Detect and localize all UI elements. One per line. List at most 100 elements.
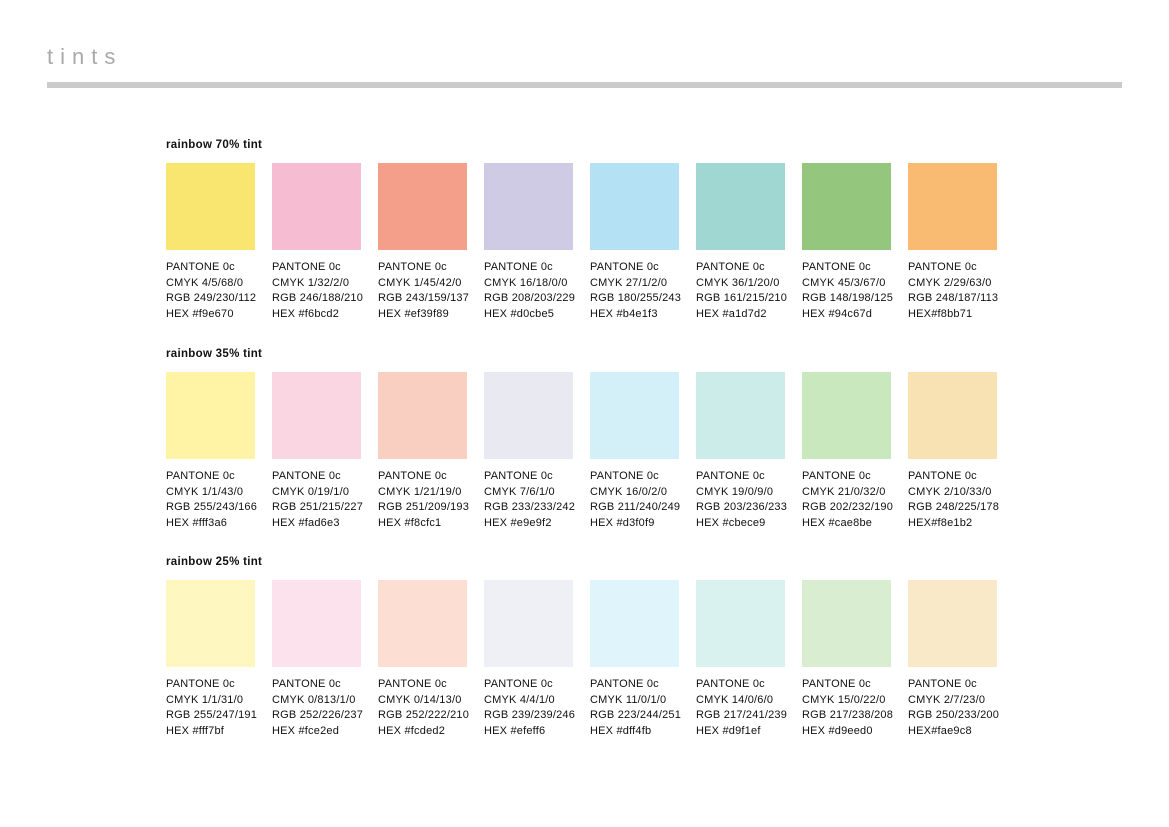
cmyk-value: CMYK 1/32/2/0 bbox=[272, 276, 350, 289]
pantone-label: PANTONE 0c bbox=[272, 261, 341, 273]
color-swatch bbox=[484, 372, 573, 459]
color-swatch bbox=[696, 372, 785, 459]
color-swatch bbox=[696, 580, 785, 667]
color-swatch bbox=[378, 372, 467, 459]
cmyk-value: CMYK 21/0/32/0 bbox=[802, 485, 886, 498]
pantone-label: PANTONE 0c bbox=[166, 470, 235, 482]
cmyk-value: CMYK 14/0/6/0 bbox=[696, 693, 774, 706]
rgb-value: RGB 211/240/249 bbox=[590, 501, 681, 513]
rgb-value: RGB 255/247/191 bbox=[166, 709, 258, 721]
color-swatch bbox=[378, 580, 467, 667]
pantone-label: PANTONE 0c bbox=[590, 470, 659, 482]
cmyk-value: CMYK 2/7/23/0 bbox=[908, 693, 986, 706]
cmyk-value: CMYK 1/1/43/0 bbox=[166, 485, 244, 498]
hex-value: HEX #d3f0f9 bbox=[590, 516, 655, 529]
color-swatch-cell: PANTONE 0c CMYK 0/813/1/0 RGB 252/226/23… bbox=[272, 580, 364, 739]
color-swatch bbox=[802, 372, 891, 459]
swatch-info: PANTONE 0c CMYK 4/4/1/0 RGB 239/239/246 … bbox=[484, 677, 575, 739]
color-swatch bbox=[696, 163, 785, 250]
swatch-grid: PANTONE 0c CMYK 4/5/68/0 RGB 249/230/112… bbox=[166, 163, 999, 322]
pantone-label: PANTONE 0c bbox=[484, 678, 553, 690]
cmyk-value: CMYK 1/1/31/0 bbox=[166, 693, 244, 706]
rgb-value: RGB 243/159/137 bbox=[378, 292, 470, 304]
swatch-info: PANTONE 0c CMYK 1/32/2/0 RGB 246/188/210… bbox=[272, 260, 364, 322]
pantone-label: PANTONE 0c bbox=[696, 261, 765, 273]
pantone-label: PANTONE 0c bbox=[802, 261, 871, 273]
color-swatch bbox=[166, 163, 255, 250]
cmyk-value: CMYK 2/10/33/0 bbox=[908, 485, 992, 498]
rgb-value: RGB 251/215/227 bbox=[272, 501, 364, 513]
color-swatch-cell: PANTONE 0c CMYK 21/0/32/0 RGB 202/232/19… bbox=[802, 372, 893, 531]
hex-value: HEX #f8cfc1 bbox=[378, 516, 442, 529]
hex-value: HEX #dff4fb bbox=[590, 724, 652, 737]
pantone-label: PANTONE 0c bbox=[696, 678, 765, 690]
rgb-value: RGB 161/215/210 bbox=[696, 292, 788, 304]
cmyk-value: CMYK 45/3/67/0 bbox=[802, 276, 886, 289]
rgb-value: RGB 246/188/210 bbox=[272, 292, 364, 304]
cmyk-value: CMYK 19/0/9/0 bbox=[696, 485, 774, 498]
hex-value: HEX #ef39f89 bbox=[378, 307, 449, 320]
hex-value: HEX #94c67d bbox=[802, 307, 873, 320]
swatch-info: PANTONE 0c CMYK 11/0/1/0 RGB 223/244/251… bbox=[590, 677, 681, 739]
color-swatch-cell: PANTONE 0c CMYK 2/29/63/0 RGB 248/187/11… bbox=[908, 163, 999, 322]
swatch-info: PANTONE 0c CMYK 1/21/19/0 RGB 251/209/19… bbox=[378, 469, 469, 531]
rgb-value: RGB 249/230/112 bbox=[166, 292, 257, 304]
color-swatch-cell: PANTONE 0c CMYK 19/0/9/0 RGB 203/236/233… bbox=[696, 372, 787, 531]
color-swatch-cell: PANTONE 0c CMYK 1/21/19/0 RGB 251/209/19… bbox=[378, 372, 469, 531]
hex-value: HEX #f6bcd2 bbox=[272, 307, 340, 320]
page-title: tints bbox=[47, 44, 123, 69]
pantone-label: PANTONE 0c bbox=[590, 678, 659, 690]
cmyk-value: CMYK 1/21/19/0 bbox=[378, 485, 462, 498]
swatch-grid: PANTONE 0c CMYK 1/1/31/0 RGB 255/247/191… bbox=[166, 580, 999, 739]
cmyk-value: CMYK 4/4/1/0 bbox=[484, 693, 555, 706]
swatch-info: PANTONE 0c CMYK 27/1/2/0 RGB 180/255/243… bbox=[590, 260, 681, 322]
rgb-value: RGB 252/226/237 bbox=[272, 709, 364, 721]
swatch-info: PANTONE 0c CMYK 14/0/6/0 RGB 217/241/239… bbox=[696, 677, 788, 739]
hex-value: HEX#f8e1b2 bbox=[908, 516, 973, 529]
rgb-value: RGB 217/241/239 bbox=[696, 709, 788, 721]
swatch-info: PANTONE 0c CMYK 45/3/67/0 RGB 148/198/12… bbox=[802, 260, 894, 322]
pantone-label: PANTONE 0c bbox=[166, 261, 235, 273]
hex-value: HEX #efeff6 bbox=[484, 724, 546, 737]
color-swatch bbox=[590, 372, 679, 459]
hex-value: HEX #d0cbe5 bbox=[484, 307, 555, 320]
tint-row-label: rainbow 35% tint bbox=[166, 348, 263, 360]
color-swatch bbox=[908, 580, 997, 667]
swatch-info: PANTONE 0c CMYK 21/0/32/0 RGB 202/232/19… bbox=[802, 469, 893, 531]
hex-value: HEX #b4e1f3 bbox=[590, 307, 658, 320]
swatch-info: PANTONE 0c CMYK 0/19/1/0 RGB 251/215/227… bbox=[272, 469, 364, 531]
color-swatch-cell: PANTONE 0c CMYK 1/32/2/0 RGB 246/188/210… bbox=[272, 163, 364, 322]
color-swatch-cell: PANTONE 0c CMYK 0/19/1/0 RGB 251/215/227… bbox=[272, 372, 364, 531]
tint-row: rainbow 25% tint PANTONE 0c CMYK 1/1/31/… bbox=[166, 556, 999, 739]
rgb-value: RGB 233/233/242 bbox=[484, 501, 576, 513]
cmyk-value: CMYK 11/0/1/0 bbox=[590, 693, 667, 706]
rgb-value: RGB 217/238/208 bbox=[802, 709, 894, 721]
color-swatch bbox=[484, 580, 573, 667]
rgb-value: RGB 252/222/210 bbox=[378, 709, 470, 721]
hex-value: HEX #fff7bf bbox=[166, 724, 225, 737]
color-swatch bbox=[484, 163, 573, 250]
color-swatch bbox=[908, 372, 997, 459]
color-swatch bbox=[802, 163, 891, 250]
pantone-label: PANTONE 0c bbox=[802, 470, 871, 482]
color-swatch-cell: PANTONE 0c CMYK 2/7/23/0 RGB 250/233/200… bbox=[908, 580, 999, 739]
color-swatch-cell: PANTONE 0c CMYK 1/1/43/0 RGB 255/243/166… bbox=[166, 372, 257, 531]
color-swatch-cell: PANTONE 0c CMYK 16/0/2/0 RGB 211/240/249… bbox=[590, 372, 681, 531]
color-swatch-cell: PANTONE 0c CMYK 2/10/33/0 RGB 248/225/17… bbox=[908, 372, 999, 531]
swatch-info: PANTONE 0c CMYK 16/18/0/0 RGB 208/203/22… bbox=[484, 260, 575, 322]
color-swatch-cell: PANTONE 0c CMYK 16/18/0/0 RGB 208/203/22… bbox=[484, 163, 575, 322]
rgb-value: RGB 148/198/125 bbox=[802, 292, 894, 304]
hex-value: HEX #a1d7d2 bbox=[696, 307, 767, 320]
color-swatch-cell: PANTONE 0c CMYK 1/45/42/0 RGB 243/159/13… bbox=[378, 163, 470, 322]
rgb-value: RGB 248/187/113 bbox=[908, 292, 999, 304]
hex-value: HEX #f9e670 bbox=[166, 307, 234, 320]
swatch-info: PANTONE 0c CMYK 4/5/68/0 RGB 249/230/112… bbox=[166, 260, 257, 322]
pantone-label: PANTONE 0c bbox=[696, 470, 765, 482]
cmyk-value: CMYK 27/1/2/0 bbox=[590, 276, 668, 289]
swatch-info: PANTONE 0c CMYK 36/1/20/0 RGB 161/215/21… bbox=[696, 260, 788, 322]
color-swatch bbox=[272, 372, 361, 459]
pantone-label: PANTONE 0c bbox=[590, 261, 659, 273]
cmyk-value: CMYK 16/0/2/0 bbox=[590, 485, 668, 498]
color-swatch bbox=[272, 580, 361, 667]
